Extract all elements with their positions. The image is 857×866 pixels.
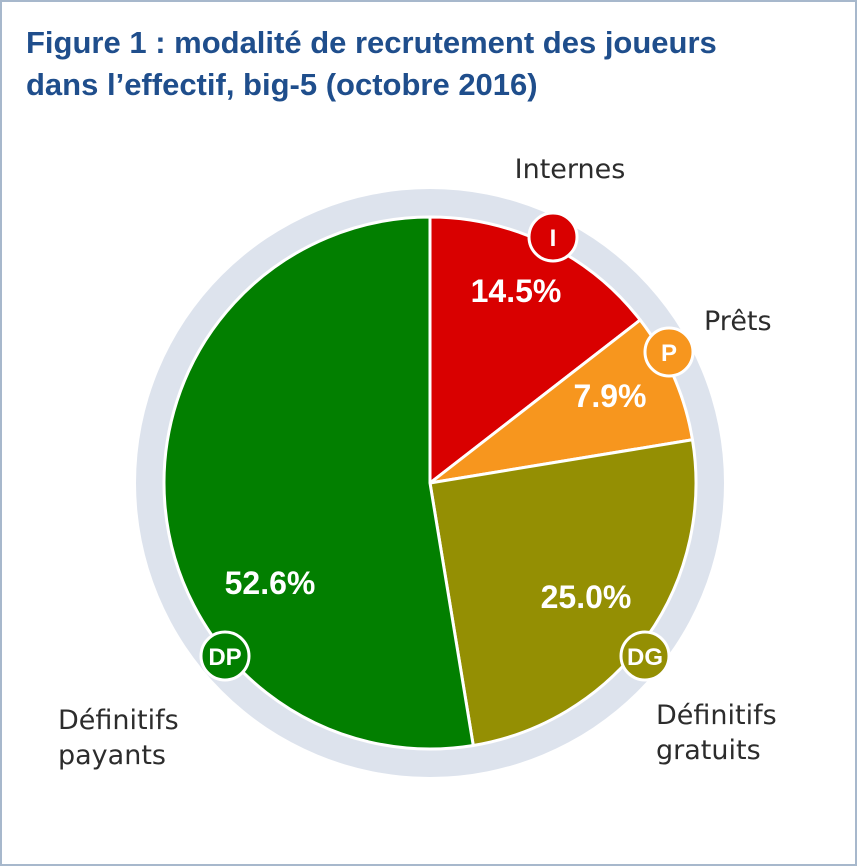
slice-label-definitifs-gratuits: Définitifs gratuits [656, 700, 785, 766]
badge-prets-text: P [661, 340, 677, 367]
badge-definitifs-payants-text: DP [208, 644, 241, 671]
pie-slice-definitifs-payants [162, 215, 475, 751]
slice-label-prets: Prêts [704, 306, 772, 337]
slice-value-definitifs-gratuits: 25.0% [541, 579, 632, 615]
badge-definitifs-payants: DP [199, 630, 251, 682]
badge-internes-text: I [550, 225, 557, 252]
slice-value-prets: 7.9% [574, 378, 647, 414]
slice-value-definitifs-payants: 52.6% [225, 565, 316, 601]
slice-value-internes: 14.5% [471, 273, 562, 309]
slice-label-internes: Internes [515, 154, 626, 185]
badge-definitifs-gratuits-text: DG [627, 644, 663, 671]
chart-title-line-2: dans l’effectif, big-5 (octobre 2016) [26, 67, 538, 102]
badge-definitifs-gratuits: DG [619, 630, 671, 682]
badge-prets: P [643, 326, 695, 378]
chart-title: Figure 1 : modalité de recrutement des j… [26, 22, 826, 106]
slice-label-definitifs-payants: Définitifs payants [58, 705, 187, 771]
badge-internes: I [527, 211, 579, 263]
chart-title-line-1: Figure 1 : modalité de recrutement des j… [26, 25, 717, 60]
